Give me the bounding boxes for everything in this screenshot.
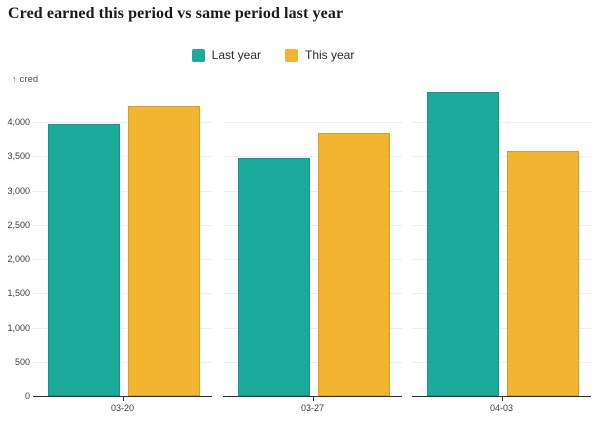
- legend-item-last-year[interactable]: Last year: [191, 47, 261, 63]
- gridline: [33, 293, 212, 295]
- gridline: [33, 361, 212, 363]
- bar-this-year: [128, 106, 200, 396]
- x-axis-line: [33, 396, 212, 397]
- y-tick-label: 3,500: [7, 151, 30, 162]
- y-tick-label: 1,000: [7, 322, 30, 333]
- gridline: [33, 259, 212, 260]
- gridline: [33, 327, 212, 329]
- gridline: [33, 122, 212, 123]
- y-tick-label: 1,500: [7, 288, 30, 299]
- y-tick-label: 0: [24, 391, 30, 401]
- y-tick-label: 500: [14, 356, 30, 367]
- y-axis-title-text: cred: [19, 74, 39, 84]
- bar-last-year: [48, 124, 120, 396]
- gridline: [223, 361, 402, 363]
- this-year-swatch-icon: [285, 48, 298, 62]
- x-tick-mark: [313, 397, 314, 401]
- gridline: [33, 224, 212, 226]
- x-tick-mark: [502, 397, 503, 401]
- gridline: [33, 156, 212, 158]
- gridline: [412, 327, 591, 329]
- bar-last-year: [238, 158, 310, 396]
- y-tick-label: 2,000: [7, 254, 30, 264]
- gridline: [412, 224, 591, 226]
- x-tick-mark: [123, 397, 124, 401]
- y-tick-label: 3,000: [7, 185, 30, 196]
- y-axis-title: ↑ cred: [12, 74, 38, 84]
- x-axis-line: [412, 396, 591, 397]
- gridline: [223, 293, 402, 295]
- bar-last-year: [427, 92, 499, 396]
- gridline: [33, 190, 212, 192]
- gridline: [412, 122, 591, 123]
- last-year-swatch-icon: [191, 48, 205, 62]
- chart-title: Cred earned this period vs same period l…: [8, 5, 344, 22]
- gridline: [223, 224, 402, 226]
- legend-label: This year: [305, 48, 355, 62]
- gridline: [223, 259, 402, 260]
- gridline: [223, 327, 402, 329]
- x-tick-label: 03-27: [300, 403, 325, 413]
- y-tick-label: 4,000: [7, 117, 30, 127]
- legend-item-this-year[interactable]: This year: [285, 47, 354, 63]
- legend-label: Last year: [211, 48, 261, 62]
- x-axis-line: [223, 396, 402, 397]
- gridline: [412, 293, 591, 295]
- gridline: [412, 361, 591, 363]
- y-tick-label: 2,500: [7, 219, 30, 230]
- legend: Last year This year: [0, 47, 574, 63]
- gridline: [412, 259, 591, 260]
- gridline: [412, 156, 591, 158]
- gridline: [223, 156, 402, 158]
- x-tick-label: 03-20: [110, 403, 135, 413]
- gridline: [223, 190, 402, 192]
- bar-this-year: [318, 133, 390, 396]
- x-tick-label: 04-03: [489, 403, 514, 413]
- gridline: [412, 190, 591, 192]
- gridline: [223, 122, 402, 123]
- bar-this-year: [507, 151, 579, 396]
- up-arrow-icon: ↑: [12, 74, 17, 84]
